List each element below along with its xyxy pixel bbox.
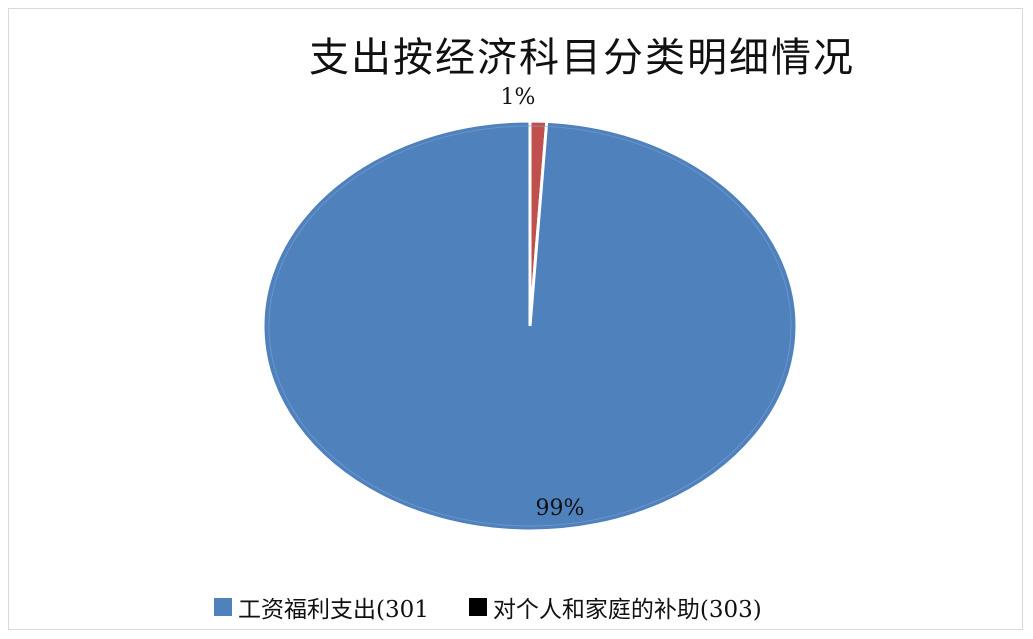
legend-swatch-subsidy (468, 598, 487, 616)
pie-rim (268, 125, 792, 527)
data-label-subsidy: 1% (501, 85, 536, 110)
legend-item-wages: 工资福利支出(301 (214, 590, 429, 624)
legend-item-subsidy: 对个人和家庭的补助(303) (468, 590, 762, 624)
pie-slice-wages (261, 119, 799, 533)
legend-label-subsidy: 对个人和家庭的补助(303) (492, 597, 762, 623)
legend-label-wages: 工资福利支出(301 (238, 597, 429, 623)
data-label-wages: 99% (536, 496, 585, 521)
legend: 工资福利支出(301 对个人和家庭的补助(303) (214, 590, 802, 624)
chart-title: 支出按经济科目分类明细情况 (309, 35, 855, 81)
legend-swatch-wages (214, 598, 232, 616)
